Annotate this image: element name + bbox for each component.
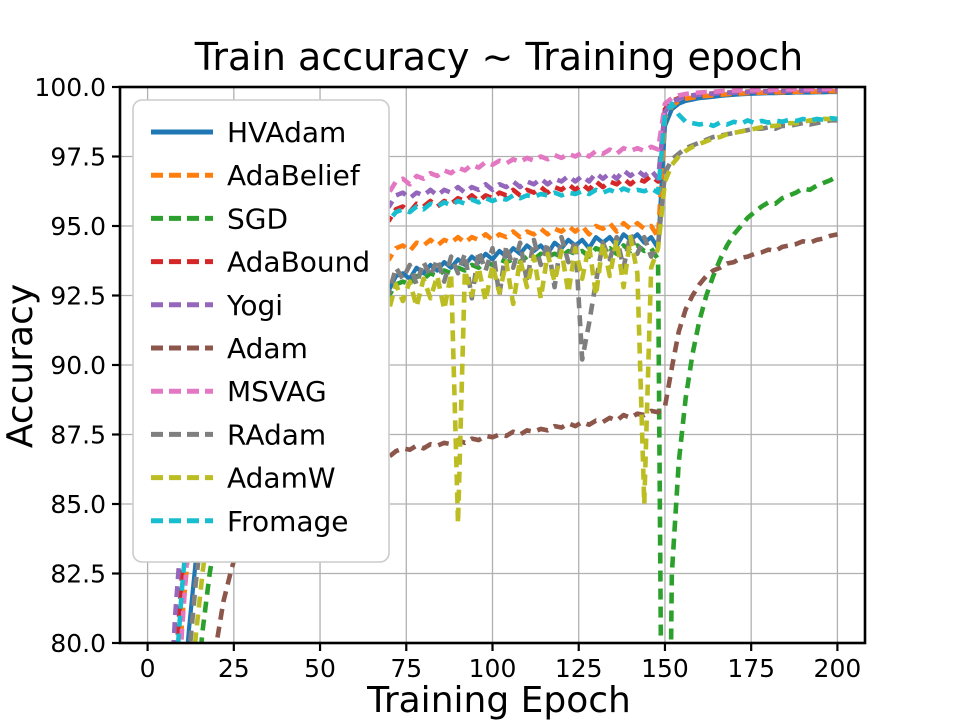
series-line-adamw [192, 115, 838, 643]
y-tick-label: 92.5 [50, 282, 106, 311]
legend-label-adabound: AdaBound [227, 246, 370, 279]
chart-title: Train accuracy ~ Training epoch [194, 35, 803, 79]
axis-ticks [112, 85, 839, 651]
x-tick-label: 50 [304, 654, 336, 683]
legend-label-adamw: AdamW [227, 462, 336, 495]
legend-label-hvadam: HVAdam [227, 116, 346, 149]
y-tick-labels: 80.0 82.5 85.0 87.5 90.0 92.5 95.0 97.5 100.0 [34, 73, 106, 658]
y-axis-label: Accuracy [0, 284, 41, 448]
y-tick-label: 87.5 [50, 421, 106, 450]
x-tick-label: 0 [140, 654, 156, 683]
x-tick-label: 175 [727, 654, 775, 683]
legend-background [132, 99, 390, 563]
chart-legend[interactable]: HVAdam AdaBelief SGD AdaBound Yogi Adam MSVAG R… [132, 99, 390, 563]
x-tick-label: 125 [555, 654, 603, 683]
legend-label-radam: RAdam [227, 418, 326, 451]
x-tick-label: 25 [218, 654, 250, 683]
x-tick-label: 150 [641, 654, 689, 683]
x-axis-label: Training Epoch [366, 680, 631, 721]
legend-label-msvag: MSVAG [227, 375, 327, 408]
y-tick-label: 82.5 [50, 560, 106, 589]
series-line-adabelief [178, 88, 838, 643]
x-tick-label: 75 [390, 654, 422, 683]
legend-label-fromage: Fromage [227, 505, 349, 538]
y-tick-label: 80.0 [50, 629, 106, 658]
y-tick-label: 97.5 [50, 143, 106, 172]
x-tick-labels: 0 25 50 75 100 125 150 175 200 [140, 654, 862, 683]
legend-label-adam: Adam [227, 332, 308, 365]
y-tick-label: 90.0 [50, 351, 106, 380]
x-tick-label: 200 [814, 654, 862, 683]
y-tick-label: 85.0 [50, 490, 106, 519]
x-tick-label: 100 [469, 654, 517, 683]
legend-label-yogi: Yogi [226, 289, 283, 322]
legend-label-sgd: SGD [227, 202, 288, 235]
y-tick-label: 95.0 [50, 212, 106, 241]
y-tick-label: 100.0 [34, 73, 106, 102]
legend-label-adabelief: AdaBelief [227, 159, 361, 192]
